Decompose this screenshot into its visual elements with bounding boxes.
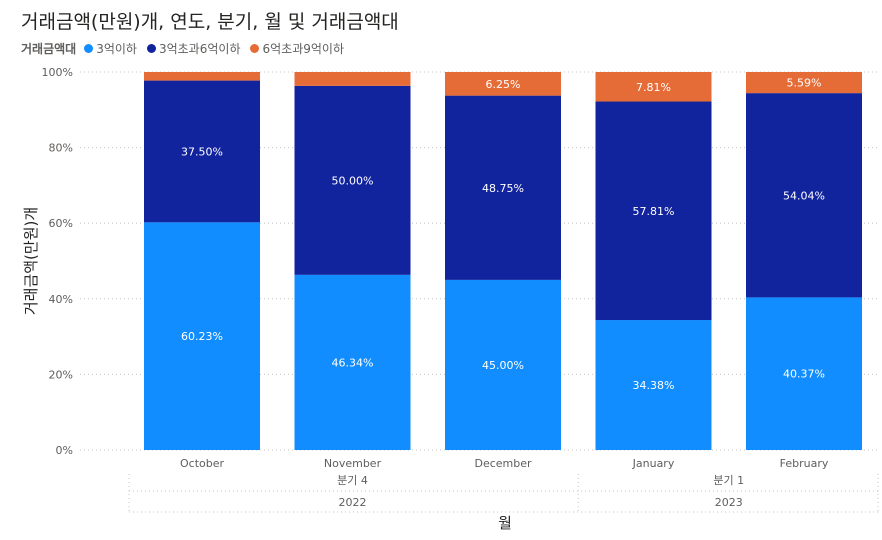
- y-axis-title: 거래금액(만원)개: [22, 207, 40, 315]
- legend-label: 3억초과6억이하: [158, 42, 241, 56]
- chart-title: 거래금액(만원)개, 연도, 분기, 월 및 거래금액대: [21, 11, 399, 33]
- quarter-label: 분기 1: [713, 474, 744, 487]
- y-tick-label: 40%: [49, 293, 73, 306]
- x-tick-label: February: [780, 457, 829, 470]
- x-axis-title: 월: [498, 514, 512, 532]
- bar-segment: [294, 274, 411, 450]
- bar-segment: [144, 72, 260, 81]
- data-label: 45.00%: [482, 359, 524, 372]
- bar-segment: [746, 72, 862, 94]
- bar-segment: [595, 101, 712, 321]
- data-label: 50.00%: [332, 174, 374, 187]
- legend-dot-icon: [250, 44, 260, 53]
- bar-segment: [746, 93, 862, 298]
- data-label: 60.23%: [181, 330, 223, 343]
- bar-segment: [294, 72, 411, 86]
- x-tick-label: October: [180, 457, 224, 470]
- y-tick-label: 80%: [49, 142, 73, 155]
- data-label: 40.37%: [783, 368, 825, 381]
- legend-dot-icon: [146, 44, 156, 53]
- data-label: 54.04%: [783, 189, 825, 202]
- data-label: 48.75%: [482, 182, 524, 195]
- data-label: 5.59%: [787, 77, 822, 90]
- x-tick-label: December: [474, 457, 532, 470]
- y-tick-label: 20%: [49, 368, 73, 381]
- y-tick-label: 100%: [42, 66, 73, 79]
- legend-item-2[interactable]: 3억초과6억이하: [146, 40, 241, 57]
- data-label: 34.38%: [633, 379, 675, 392]
- bar-segment: [445, 95, 561, 280]
- data-label: 6.25%: [486, 78, 521, 91]
- data-label: 37.50%: [181, 145, 223, 158]
- legend-label: 3억이하: [96, 42, 137, 56]
- bar-segment: [595, 320, 712, 450]
- legend-label: 6억초과9억이하: [262, 42, 344, 56]
- bar-segment: [595, 72, 712, 102]
- quarter-label: 분기 4: [337, 474, 368, 487]
- data-label: 57.81%: [633, 205, 675, 218]
- year-label: 2023: [715, 496, 743, 509]
- legend-item-3[interactable]: 6억초과9억이하: [250, 40, 344, 57]
- legend: 거래금액대 3억이하 3억초과6억이하 6억초과9억이하: [21, 40, 354, 57]
- bar-segment: [144, 80, 260, 223]
- y-tick-label: 60%: [49, 217, 73, 230]
- data-label: 7.81%: [636, 81, 671, 94]
- x-tick-label: November: [324, 457, 382, 470]
- year-label: 2022: [339, 496, 367, 509]
- bar-segment: [294, 85, 411, 275]
- bar-segment: [445, 72, 561, 96]
- x-tick-label: January: [632, 457, 675, 470]
- bar-segment: [445, 279, 561, 450]
- legend-title: 거래금액대: [21, 42, 77, 56]
- bar-segment: [746, 297, 862, 450]
- y-tick-label: 0%: [56, 444, 73, 457]
- legend-dot-icon: [84, 44, 94, 53]
- bar-segment: [144, 222, 260, 450]
- data-label: 46.34%: [332, 356, 374, 369]
- legend-item-1[interactable]: 3억이하: [84, 40, 137, 57]
